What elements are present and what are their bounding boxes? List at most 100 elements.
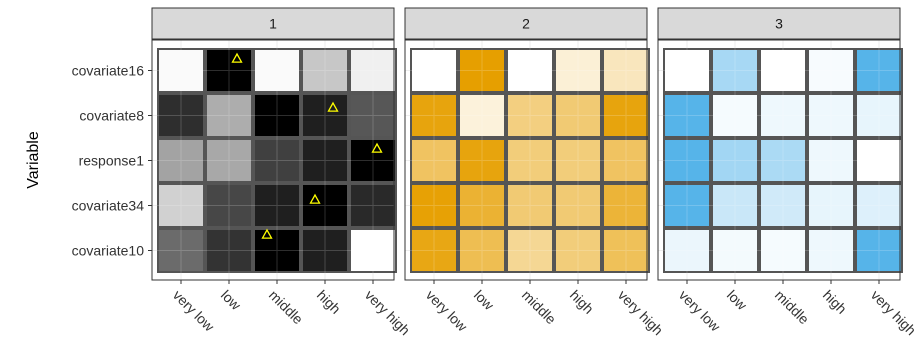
heatmap-tile [554, 138, 602, 183]
heatmap-tile [301, 138, 349, 183]
heatmap-tile [458, 228, 506, 273]
x-tick-label: low [218, 287, 245, 314]
heatmap-tile [349, 48, 397, 93]
heatmap-tile [855, 93, 903, 138]
marker-triangle [261, 228, 273, 239]
heatmap-tile [711, 48, 759, 93]
x-tick-label: very high [362, 287, 413, 338]
tiles [663, 48, 903, 273]
heatmap-tile [663, 183, 711, 228]
heatmap-tile [349, 183, 397, 228]
heatmap-tile [759, 48, 807, 93]
x-tick-label: very high [868, 287, 919, 338]
heatmap-tile [602, 228, 650, 273]
heatmap-tile [506, 48, 554, 93]
heatmap-tile [506, 93, 554, 138]
heatmap-tile [554, 228, 602, 273]
heatmap-tile [759, 93, 807, 138]
heatmap-tile [458, 183, 506, 228]
facet-panel-3: 3 very low low middle high very high [657, 7, 919, 338]
heatmap-tile [301, 93, 349, 138]
heatmap-tile [157, 48, 205, 93]
heatmap-tile [301, 183, 349, 228]
heatmap-tile [205, 93, 253, 138]
heatmap-tile [855, 228, 903, 273]
heatmap-tile [410, 228, 458, 273]
heatmap-tile [759, 228, 807, 273]
heatmap-tile [301, 228, 349, 273]
x-tick-label: very low [676, 287, 724, 335]
facet-strip [404, 7, 648, 40]
y-axis-title: Variable [25, 131, 42, 189]
heatmap-tile [855, 183, 903, 228]
heatmap-tile [205, 183, 253, 228]
heatmap-tile [711, 183, 759, 228]
heatmap-tile [458, 138, 506, 183]
tiles [157, 48, 397, 273]
heatmap-tile [205, 138, 253, 183]
x-tick-label: middle [519, 287, 560, 328]
heatmap-tile [663, 228, 711, 273]
heatmap-tile [301, 48, 349, 93]
x-tick-label: high [820, 287, 850, 317]
heatmap-tile [253, 48, 301, 93]
heatmap-tile [157, 228, 205, 273]
heatmap-tile [807, 228, 855, 273]
x-tick-label: very low [423, 287, 471, 335]
heatmap-tile [711, 228, 759, 273]
heatmap-tile [253, 138, 301, 183]
facet-panel-2: 2 very low low middle high very high [404, 7, 666, 338]
heatmap-tile [807, 138, 855, 183]
heatmap-tile [157, 138, 205, 183]
x-tick-label: high [314, 287, 344, 317]
marker-triangle [231, 52, 243, 63]
x-tick-label: low [471, 287, 498, 314]
heatmap-tile [663, 138, 711, 183]
heatmap-tile [711, 138, 759, 183]
facet-panels: covariate16 covariate8 response1 covariate3… [72, 7, 919, 338]
heatmap-tile [663, 93, 711, 138]
heatmap-tile [458, 93, 506, 138]
heatmap-tile [554, 183, 602, 228]
facet-strip [657, 7, 901, 40]
heatmap-tile [759, 138, 807, 183]
facet-strip-label: 1 [269, 16, 277, 32]
y-tick-label: covariate16 [72, 63, 145, 79]
heatmap-tile [759, 183, 807, 228]
panel-border [657, 39, 901, 281]
heatmap-tile [253, 93, 301, 138]
heatmap-tile [253, 183, 301, 228]
heatmap-tile [506, 138, 554, 183]
marker-triangle [327, 101, 339, 112]
marker-triangle [309, 193, 321, 204]
y-tick-label: covariate34 [72, 198, 145, 214]
heatmap-tile [663, 48, 711, 93]
panel-border [151, 39, 395, 281]
heatmap-tile [349, 93, 397, 138]
heatmap-tile [602, 48, 650, 93]
panel-grid-overlay [405, 40, 647, 280]
heatmap-tile [205, 48, 253, 93]
marker-triangle [371, 142, 383, 153]
facet-strip-label: 2 [522, 16, 530, 32]
heatmap-tile [554, 48, 602, 93]
x-tick-label: middle [266, 287, 307, 328]
heatmap-tile [410, 183, 458, 228]
heatmap-tile [349, 228, 397, 273]
x-tick-label: very high [615, 287, 666, 338]
heatmap-tile [506, 228, 554, 273]
heatmap-tile [602, 138, 650, 183]
heatmap-tile [855, 138, 903, 183]
heatmap-tile [602, 183, 650, 228]
facet-strip-label: 3 [775, 16, 783, 32]
heatmap-tile [410, 48, 458, 93]
tiles [410, 48, 650, 273]
y-tick-label: covariate8 [79, 108, 144, 124]
heatmap-tile [554, 93, 602, 138]
x-tick-label: very low [170, 287, 218, 335]
x-tick-label: middle [772, 287, 813, 328]
heatmap-tile [410, 93, 458, 138]
heatmap-tile [855, 48, 903, 93]
facet-panel-1: 1 very low low middle high very high [151, 7, 413, 338]
